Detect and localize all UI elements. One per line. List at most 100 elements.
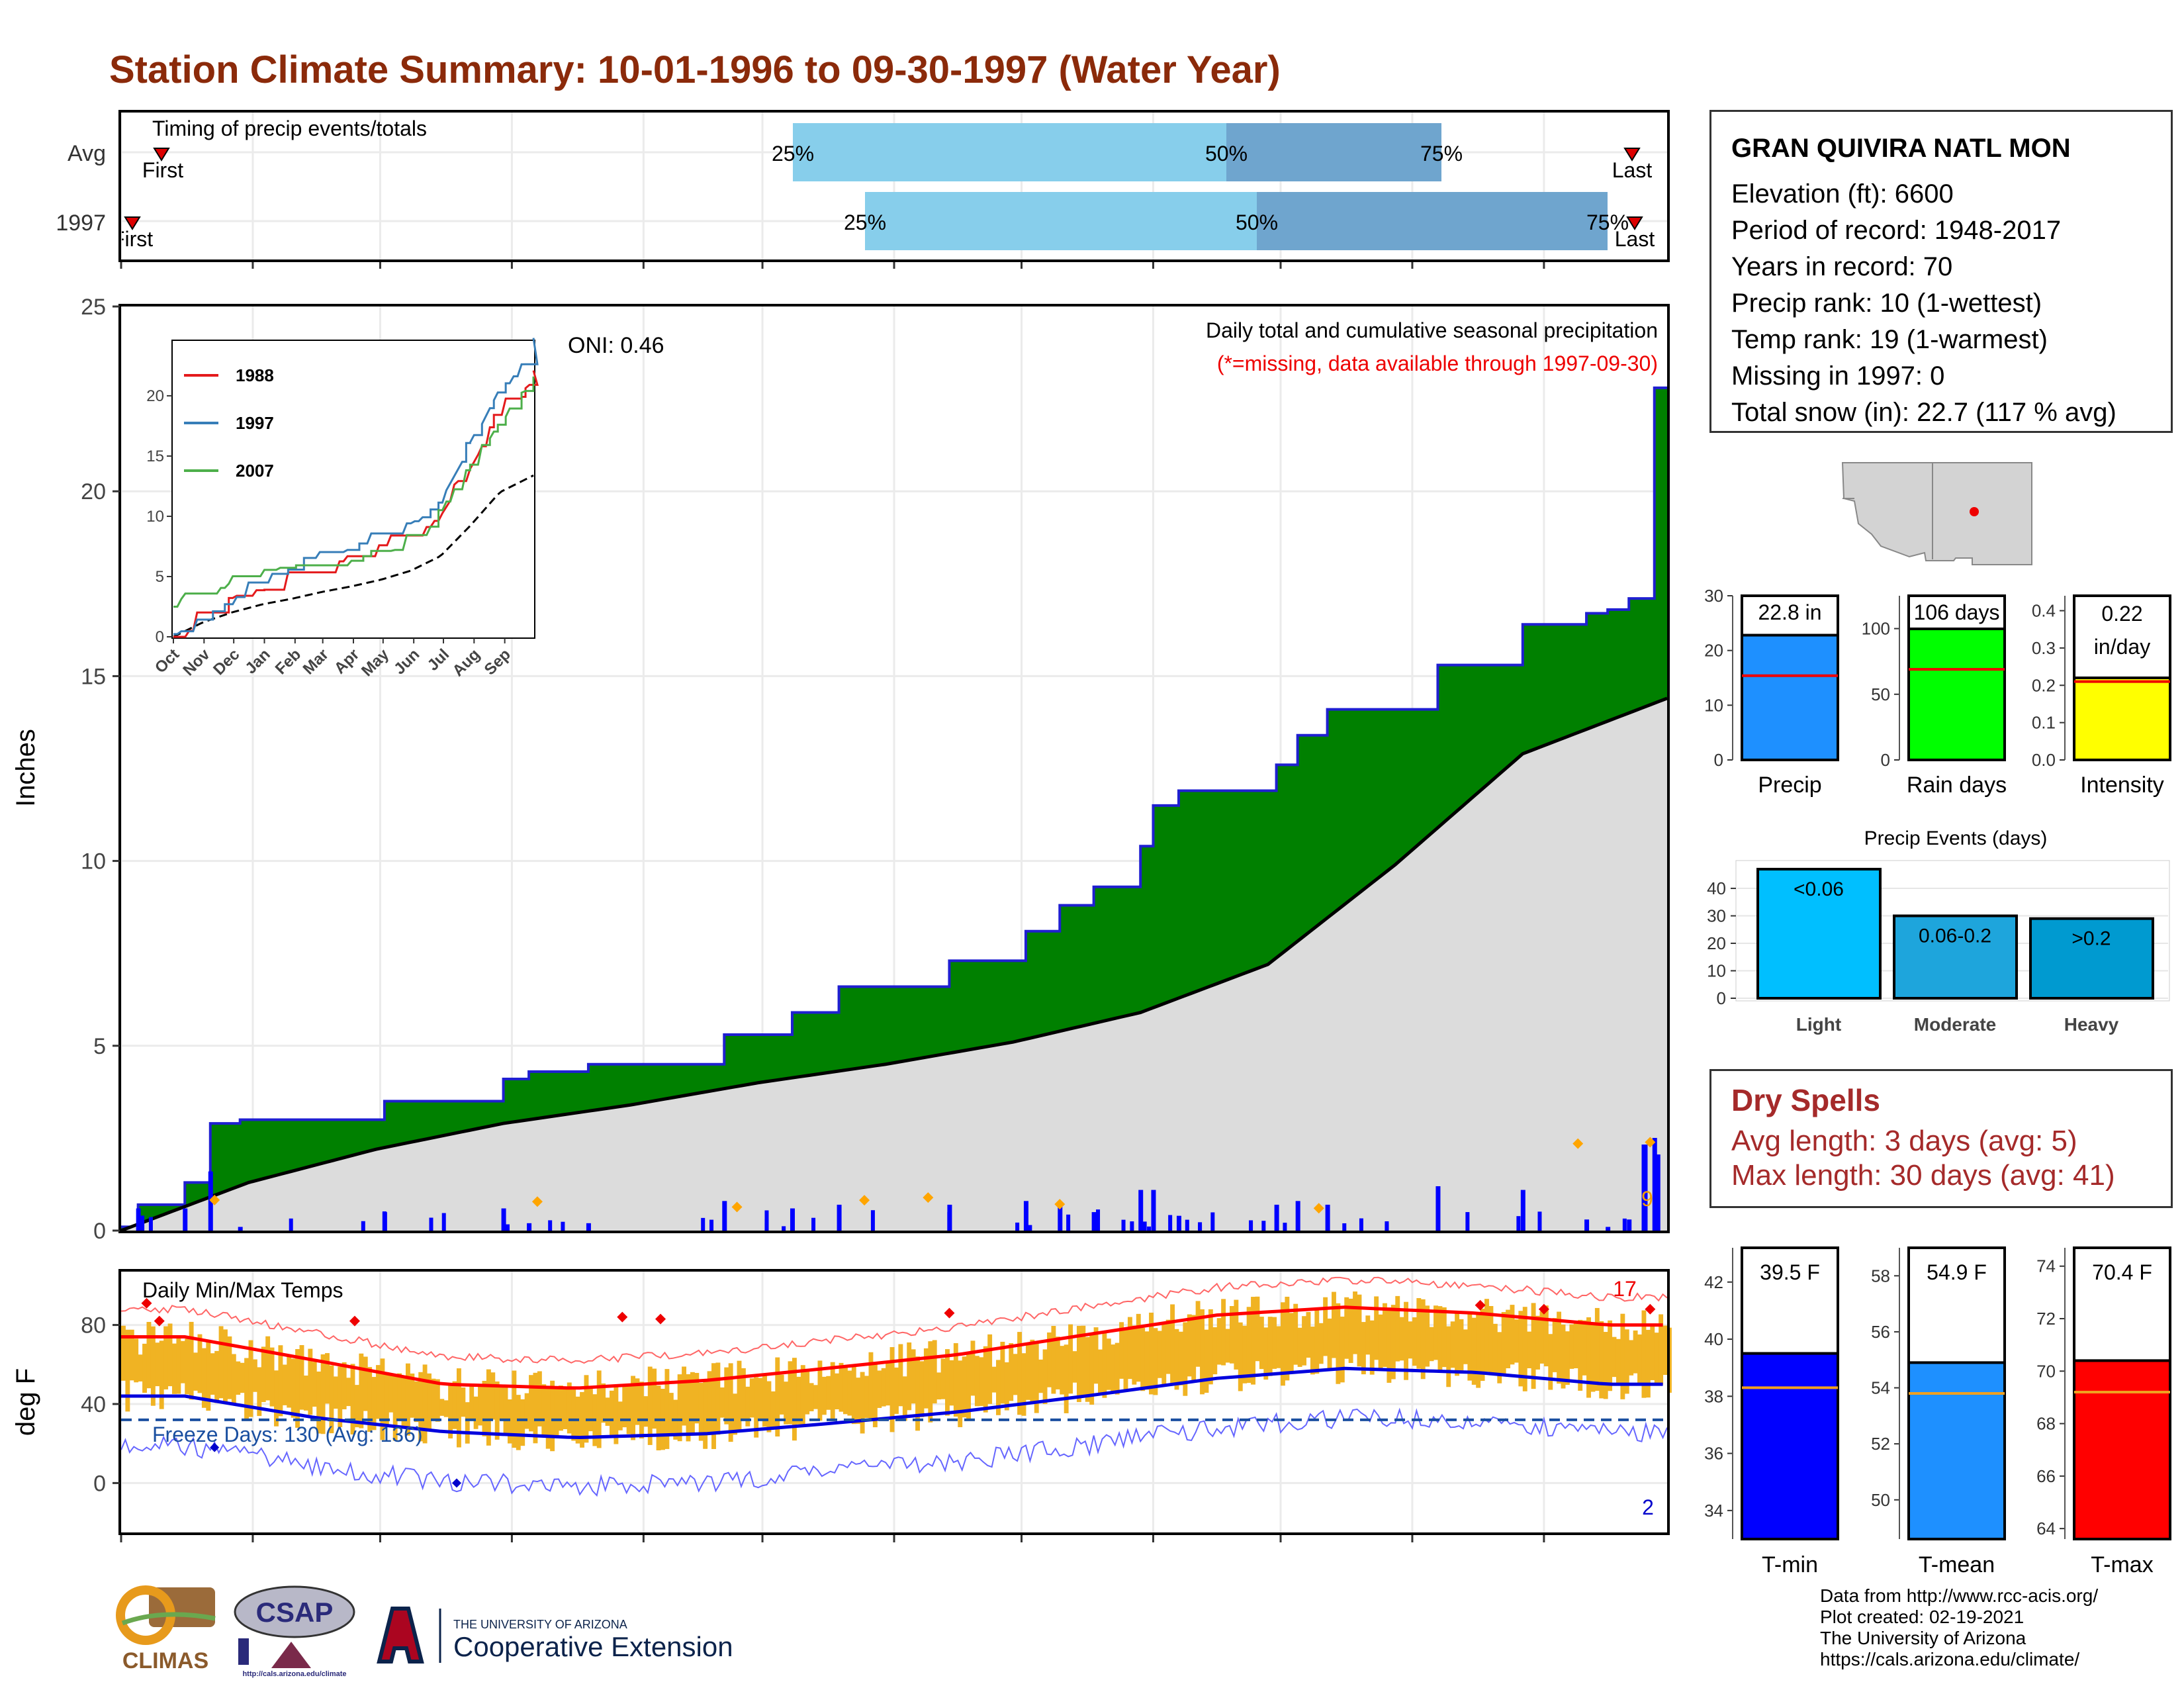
daily-temp-bar	[469, 1383, 475, 1421]
events-ytick-label: 10	[1707, 961, 1726, 981]
mini-ytick-label: 0.1	[2032, 713, 2056, 733]
mini-bar-value-unit: in/day	[2094, 635, 2150, 659]
daily-temp-bar	[1535, 1315, 1540, 1370]
avg-q25-50-bar	[793, 123, 1226, 181]
daily-temp-bar	[1297, 1327, 1302, 1367]
mini-bar-value: 106 days	[1914, 600, 2000, 624]
precip-caption: Daily total and cumulative seasonal prec…	[1206, 318, 1658, 342]
events-bar-moderate	[1893, 914, 2018, 1000]
daily-precip-bar	[1359, 1218, 1363, 1231]
mini-bar-intensity	[2073, 677, 2171, 761]
daily-temp-bar	[1127, 1317, 1132, 1380]
daily-temp-bar	[1318, 1323, 1324, 1364]
daily-temp-bar	[1383, 1303, 1387, 1367]
daily-temp-bar	[668, 1393, 674, 1435]
daily-precip-bar	[136, 1208, 141, 1231]
daily-temp-bar	[605, 1397, 610, 1426]
yr-q25-50-bar	[865, 192, 1257, 250]
daily-temp-bar	[554, 1388, 559, 1436]
daily-temp-bar	[664, 1369, 670, 1449]
inset-xtick-label: Mar	[300, 645, 332, 678]
daily-temp-bar	[1539, 1311, 1545, 1364]
tempbar-value: 54.9 F	[1927, 1260, 1987, 1284]
daily-temp-bar	[1064, 1344, 1069, 1413]
daily-precip-bar	[1274, 1204, 1279, 1231]
daily-precip-bar	[1516, 1216, 1521, 1231]
events-ytick-label: 40	[1707, 878, 1726, 898]
daily-precip-bar	[1147, 1226, 1152, 1231]
record-low-marker	[210, 1442, 220, 1452]
inset-xtick-label: Apr	[331, 645, 363, 677]
daily-temp-bar	[779, 1374, 784, 1415]
daily-precip-bar	[782, 1226, 786, 1231]
daily-temp-bar	[596, 1370, 602, 1448]
daily-temp-bar	[707, 1371, 712, 1434]
daily-temp-bar	[698, 1382, 704, 1441]
events-title: Precip Events (days)	[1864, 827, 2048, 849]
daily-temp-bar	[193, 1352, 198, 1391]
tempbar-label: T-min	[1762, 1552, 1818, 1577]
daily-temp-bar	[223, 1329, 228, 1403]
daily-temp-bar	[966, 1353, 971, 1421]
mini-ytick-label: 0	[1714, 750, 1723, 770]
daily-temp-bar	[847, 1370, 852, 1416]
daily-temp-bar	[788, 1361, 793, 1425]
daily-temp-bar	[1612, 1336, 1617, 1378]
daily-temp-bar	[639, 1382, 644, 1438]
daily-temp-bar	[911, 1349, 916, 1404]
svg-text:CLIMAS: CLIMAS	[122, 1648, 208, 1673]
daily-temp-bar	[167, 1323, 173, 1387]
daily-temp-bar	[1281, 1302, 1285, 1386]
daily-temp-bar	[1047, 1332, 1052, 1387]
yr-last-label: Last	[1615, 227, 1655, 251]
daily-temp-bar	[1195, 1301, 1201, 1367]
daily-temp-bar	[478, 1385, 482, 1426]
daily-temp-bar	[979, 1357, 984, 1406]
daily-temp-bar	[214, 1350, 220, 1403]
mini-ytick-label: 0.2	[2032, 675, 2056, 695]
daily-temp-bar	[974, 1356, 979, 1407]
daily-temp-bar	[749, 1378, 754, 1418]
tempbar-ytick-label: 56	[1871, 1322, 1890, 1342]
daily-temp-bar	[371, 1377, 377, 1430]
record-high-marker	[1475, 1299, 1486, 1311]
station-snow: Total snow (in): 22.7 (117 % avg)	[1731, 398, 2116, 427]
daily-temp-bar	[1594, 1307, 1600, 1391]
inset-ytick-label: 5	[156, 568, 164, 586]
mini-ytick-label: 50	[1871, 684, 1890, 704]
tempbar-label: T-max	[2091, 1552, 2153, 1577]
csap-logo: CSAP http://cals.arizona.edu/climate	[234, 1585, 355, 1678]
daily-precip-bar	[1151, 1190, 1156, 1231]
temp-panel: 0 40 80 deg F Daily Min/Max Temps Freeze D…	[0, 1258, 1707, 1549]
tempbar-value: 39.5 F	[1760, 1260, 1820, 1284]
daily-temp-bar	[1492, 1323, 1498, 1374]
inset-ytick-label: 0	[156, 628, 164, 646]
record-high-marker	[944, 1307, 955, 1319]
daily-temp-bar	[1514, 1319, 1519, 1363]
daily-temp-bar	[1098, 1349, 1103, 1395]
daily-precip-bar	[1606, 1227, 1611, 1231]
daily-temp-bar	[864, 1376, 869, 1419]
daily-precip-bar	[1091, 1212, 1097, 1231]
daily-temp-bar	[1645, 1329, 1651, 1398]
daily-temp-bar	[1557, 1311, 1562, 1384]
daily-temp-bar	[1081, 1325, 1086, 1397]
daily-precip-bar	[701, 1217, 705, 1231]
daily-temp-bar	[303, 1376, 308, 1411]
daily-temp-bar	[762, 1373, 767, 1427]
avg-first-marker	[153, 148, 170, 162]
yr-q75-label: 75%	[1586, 211, 1629, 234]
daily-temp-bar	[923, 1348, 929, 1409]
daily-temp-bar	[936, 1372, 942, 1400]
daily-temp-bar	[201, 1348, 206, 1408]
daily-temp-bar	[1200, 1309, 1205, 1395]
daily-precip-bar	[1627, 1219, 1632, 1231]
daily-precip-bar	[790, 1211, 794, 1231]
daily-temp-bar	[550, 1380, 555, 1452]
daily-temp-bar	[1387, 1307, 1392, 1383]
daily-temp-bar	[1102, 1333, 1107, 1398]
daily-precip-bar	[1210, 1212, 1215, 1231]
daily-temp-bar	[1115, 1342, 1120, 1395]
daily-temp-bar	[996, 1360, 1001, 1415]
daily-temp-bar	[949, 1360, 954, 1406]
